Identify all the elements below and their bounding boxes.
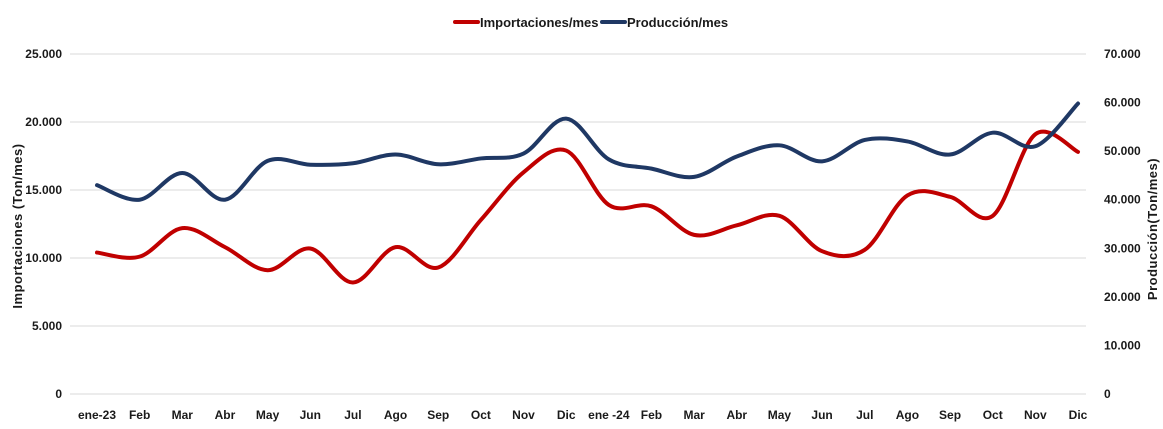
x-tick-label: Jun [811,408,832,422]
x-tick-label: Dic [557,408,576,422]
x-tick-label: Dic [1069,408,1088,422]
x-tick-label: Jun [300,408,321,422]
series-lines [95,101,1080,285]
x-tick-label: Abr [215,408,236,422]
left-tick-label: 15.000 [25,183,62,197]
x-axis-ticks: ene-23 Feb Mar Abr May Jun Jul Ago Sep Oct Nov Dic e… [78,408,1088,422]
right-tick-label: 70.000 [1104,47,1141,61]
x-tick-label: Oct [471,408,491,422]
x-tick-label: Nov [1024,408,1047,422]
right-tick-label: 20.000 [1104,290,1141,304]
legend-label-produccion: Producción/mes [627,15,728,30]
right-tick-label: 40.000 [1104,193,1141,207]
left-axis-title: Importaciones (Ton/mes) [10,143,25,308]
right-tick-label: 10.000 [1104,338,1141,352]
x-tick-label: Abr [726,408,747,422]
x-tick-label: Nov [512,408,535,422]
right-axis-ticks: 0 10.000 20.000 30.000 40.000 50.000 60.000 70.… [1104,47,1141,401]
x-tick-label: Oct [983,408,1003,422]
x-tick-label: Ago [896,408,919,422]
left-tick-label: 5.000 [32,319,62,333]
left-tick-label: 25.000 [25,47,62,61]
legend-item-produccion: Producción/mes [600,15,728,30]
x-tick-label: Sep [939,408,961,422]
x-tick-label: May [768,408,792,422]
series-line-importaciones [95,129,1080,285]
right-tick-label: 60.000 [1104,96,1141,110]
left-tick-label: 20.000 [25,115,62,129]
x-tick-label: Feb [129,408,150,422]
legend: Importaciones/mes Producción/mes [453,15,728,30]
x-tick-label: Jul [856,408,873,422]
left-tick-label: 10.000 [25,251,62,265]
x-tick-label: Jul [344,408,361,422]
x-tick-label: Mar [683,408,705,422]
x-tick-label: ene -24 [588,408,630,422]
right-tick-label: 0 [1104,387,1111,401]
right-tick-label: 30.000 [1104,241,1141,255]
x-tick-label: Sep [427,408,449,422]
left-axis-ticks: 0 5.000 10.000 15.000 20.000 25.000 [25,47,62,401]
x-tick-label: ene-23 [78,408,116,422]
left-tick-label: 0 [55,387,62,401]
right-tick-label: 50.000 [1104,144,1141,158]
legend-label-importaciones: Importaciones/mes [480,15,599,30]
gridlines [70,53,1086,395]
legend-item-importaciones: Importaciones/mes [453,15,599,30]
right-axis-title: Producción(Ton/mes) [1145,158,1160,300]
x-tick-label: Feb [641,408,662,422]
x-tick-label: Mar [172,408,194,422]
series-line-produccion [95,101,1080,202]
x-tick-label: Ago [384,408,407,422]
x-tick-label: May [256,408,280,422]
